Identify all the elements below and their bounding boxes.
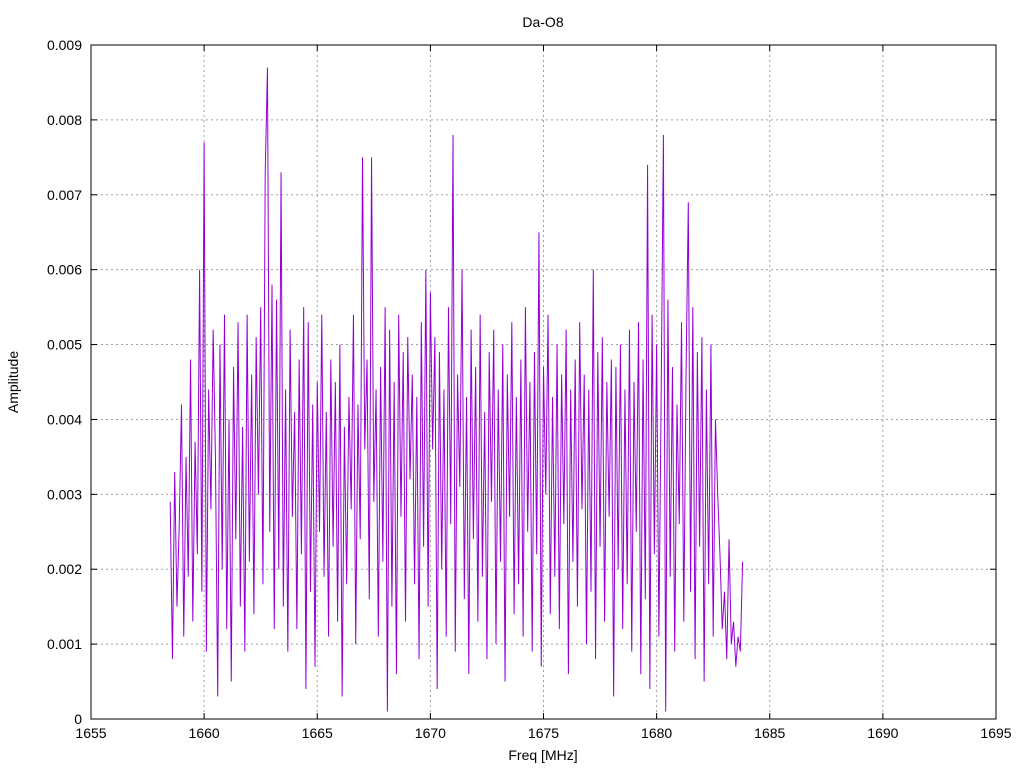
y-tick-label: 0.005	[47, 337, 82, 353]
x-tick-label: 1670	[415, 725, 446, 741]
y-tick-label: 0.002	[47, 561, 82, 577]
x-tick-label: 1680	[641, 725, 672, 741]
x-axis-label: Freq [MHz]	[508, 747, 577, 763]
x-tick-label: 1660	[189, 725, 220, 741]
series-group	[169, 67, 744, 712]
x-tick-label: 1685	[754, 725, 785, 741]
y-tick-label: 0.004	[47, 411, 82, 427]
y-tick-label: 0	[74, 711, 82, 727]
x-tick-label: 1675	[528, 725, 559, 741]
y-tick-label: 0.003	[47, 486, 82, 502]
y-axis-label: Amplitude	[5, 351, 21, 413]
series-line	[169, 67, 744, 712]
y-tick-labels: 0 0.001 0.002 0.003 0.004 0.005 0.006 0.007 0.00…	[47, 37, 82, 727]
x-tick-label: 1665	[302, 725, 333, 741]
x-tick-label: 1695	[980, 725, 1011, 741]
y-tick-label: 0.006	[47, 262, 82, 278]
x-tick-labels: 1655 1660 1665 1670 1675 1680 1685 1690 1695	[75, 725, 1011, 741]
y-tick-label: 0.009	[47, 37, 82, 53]
y-tick-label: 0.001	[47, 636, 82, 652]
x-tick-label: 1690	[867, 725, 898, 741]
y-tick-label: 0.007	[47, 187, 82, 203]
axis-ticks	[90, 44, 997, 720]
chart-title: Da-O8	[522, 14, 563, 30]
y-tick-label: 0.008	[47, 112, 82, 128]
x-tick-label: 1655	[75, 725, 106, 741]
